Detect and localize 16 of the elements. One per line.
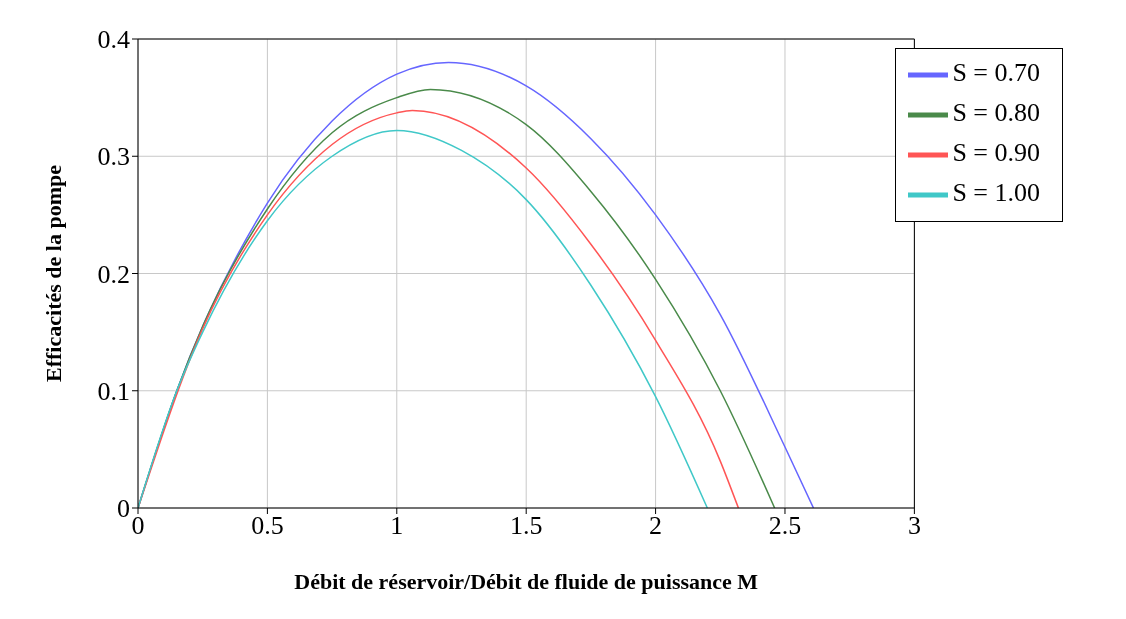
y-axis-title: Efficacités de la pompe [40, 164, 66, 382]
legend-label: S = 0.90 [952, 137, 1040, 167]
y-tick-label: 0.2 [97, 259, 130, 289]
legend-label: S = 0.80 [952, 97, 1040, 127]
x-tick-label: 2 [649, 511, 663, 541]
y-tick-label: 0.1 [97, 376, 130, 406]
y-tick-label: 0.3 [97, 142, 130, 172]
y-tick-label: 0.4 [97, 25, 130, 55]
x-tick-label: 1.5 [509, 511, 543, 541]
x-tick-label: 2.5 [768, 511, 802, 541]
x-tick-label: 3 [907, 511, 921, 541]
x-axis-title: Débit de réservoir/Débit de fluide de puissance M [294, 568, 759, 594]
x-tick-label: 1 [390, 511, 404, 541]
legend-label: S = 1.00 [952, 177, 1040, 207]
legend-label: S = 0.70 [952, 57, 1040, 87]
x-tick-label: 0.5 [251, 511, 284, 541]
